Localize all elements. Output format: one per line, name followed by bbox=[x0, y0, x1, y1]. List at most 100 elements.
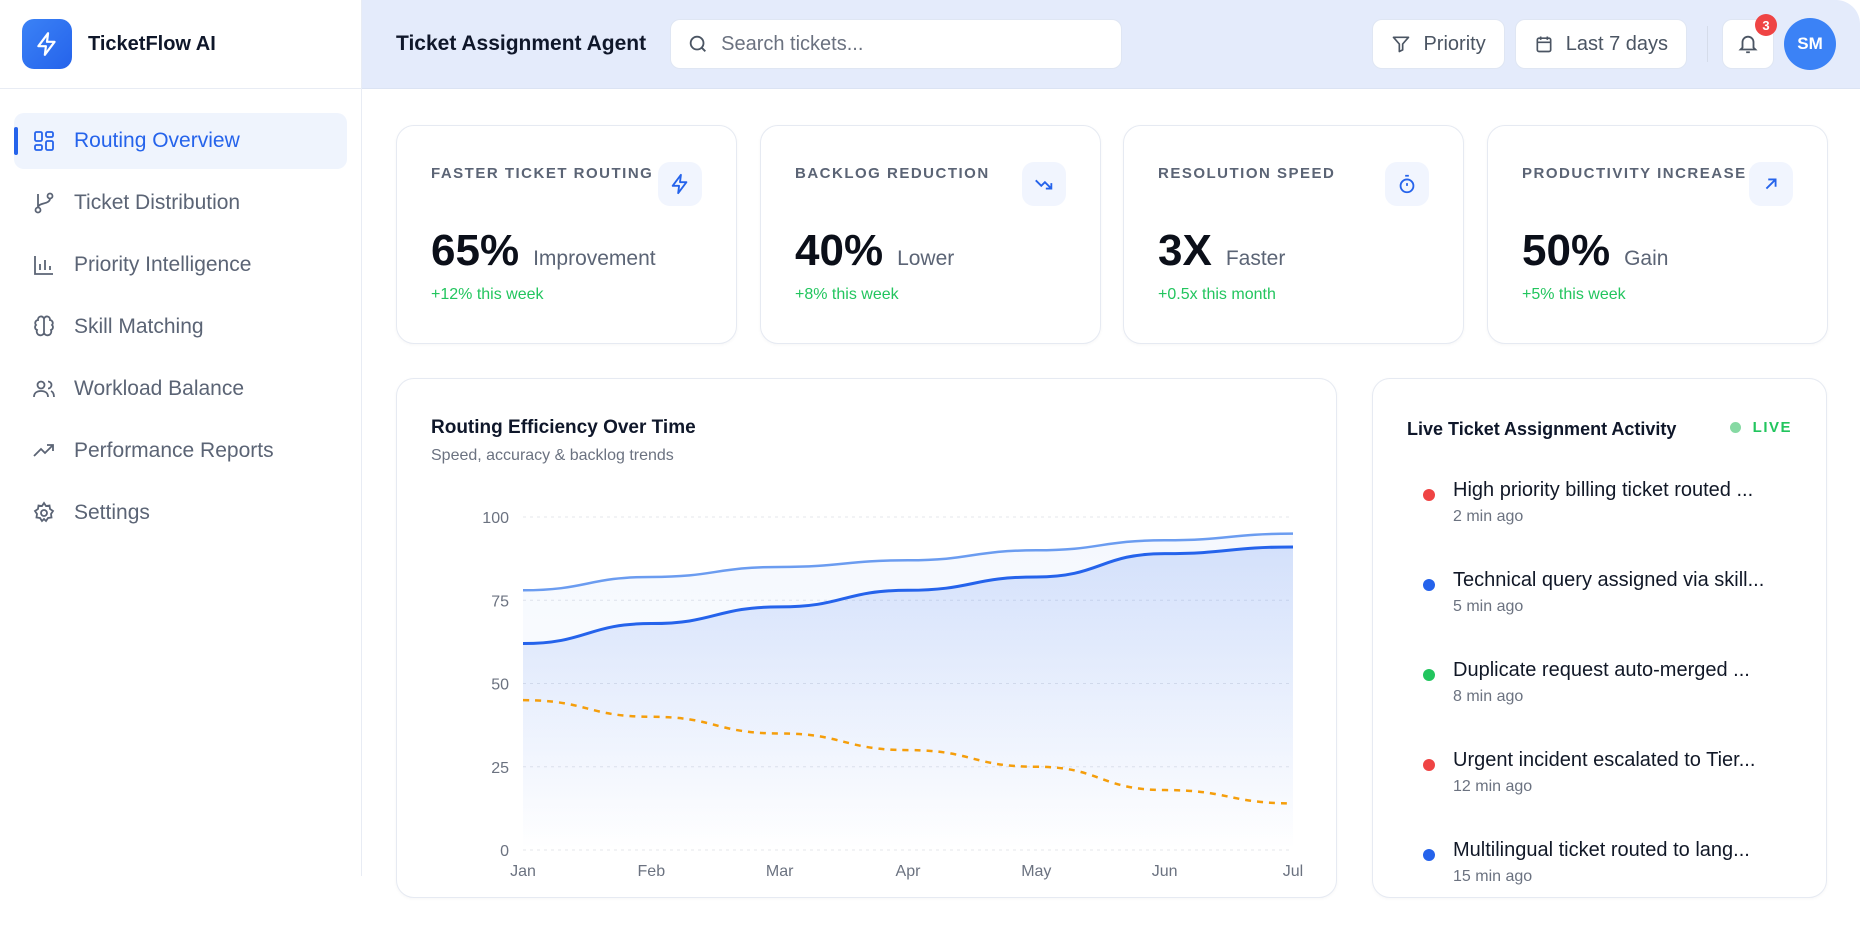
users-icon bbox=[33, 380, 55, 398]
stopwatch-icon bbox=[1385, 162, 1429, 206]
routing-efficiency-chart-card: 0 25 50 75 100 Jan Feb Mar Apr May Jun Jul Routing … bbox=[396, 378, 1337, 898]
kpi-card-resolution-speed: RESOLUTION SPEED 3X Faster +0.5x this mon… bbox=[1123, 125, 1464, 344]
x-tick-label: Jan bbox=[510, 863, 536, 880]
grid-icon bbox=[34, 131, 54, 151]
sidebar-item-routing-overview[interactable]: Routing Overview bbox=[14, 113, 347, 169]
kpi-delta: +8% this week bbox=[795, 286, 899, 303]
sidebar-item-label: Performance Reports bbox=[74, 439, 274, 462]
kpi-delta: +12% this week bbox=[431, 286, 544, 303]
activity-time: 2 min ago bbox=[1453, 508, 1524, 525]
activity-text: Duplicate request auto-merged ... bbox=[1453, 659, 1750, 681]
activity-time: 5 min ago bbox=[1453, 598, 1524, 615]
live-dot-icon bbox=[1729, 422, 1741, 433]
bar-chart-icon bbox=[34, 256, 53, 275]
live-label: LIVE bbox=[1752, 419, 1792, 436]
x-tick-label: Jun bbox=[1152, 863, 1178, 880]
sidebar-item-label: Workload Balance bbox=[74, 377, 245, 400]
page-title: Ticket Assignment Agent bbox=[396, 32, 647, 55]
status-dot-icon bbox=[1423, 759, 1435, 771]
search-input[interactable] bbox=[721, 32, 1102, 56]
activity-title: Live Ticket Assignment Activity bbox=[1407, 419, 1677, 439]
arrow-up-right-icon bbox=[1749, 162, 1793, 206]
x-tick-label: May bbox=[1021, 863, 1051, 880]
sidebar-nav: Routing Overview Ticket Distribution Pri… bbox=[0, 89, 361, 571]
sidebar: TicketFlow AI Routing Overview Ticket Di… bbox=[0, 0, 362, 876]
kpi-delta: +5% this week bbox=[1522, 286, 1626, 303]
y-tick-label: 25 bbox=[491, 760, 509, 777]
logo-lightning-icon bbox=[22, 19, 72, 69]
activity-item[interactable]: Duplicate request auto-merged ... 8 min a… bbox=[1423, 659, 1783, 749]
trending-up-icon bbox=[33, 444, 54, 457]
avatar[interactable]: SM bbox=[1784, 18, 1836, 70]
brand: TicketFlow AI bbox=[0, 0, 361, 89]
y-tick-label: 0 bbox=[500, 843, 509, 860]
filter-icon bbox=[1393, 36, 1410, 53]
kpi-card-backlog-reduction: BACKLOG REDUCTION 40% Lower +8% this week bbox=[760, 125, 1101, 344]
divider bbox=[1707, 26, 1708, 62]
git-branch-icon bbox=[34, 192, 54, 214]
activity-text: Urgent incident escalated to Tier... bbox=[1453, 749, 1756, 771]
x-tick-label: Feb bbox=[638, 863, 666, 880]
kpi-label: BACKLOG REDUCTION bbox=[795, 165, 990, 182]
kpi-value: 50% bbox=[1522, 226, 1611, 275]
calendar-icon bbox=[1536, 36, 1552, 53]
activity-time: 8 min ago bbox=[1453, 688, 1524, 705]
priority-filter-label: Priority bbox=[1423, 32, 1486, 55]
brain-icon bbox=[34, 315, 54, 337]
kpi-card-faster-routing: FASTER TICKET ROUTING 65% Improvement +12… bbox=[396, 125, 737, 344]
notifications-button[interactable]: 3 bbox=[1722, 14, 1777, 69]
search-box[interactable] bbox=[670, 19, 1123, 69]
kpi-delta: +0.5x this month bbox=[1158, 286, 1276, 303]
sidebar-item-settings[interactable]: Settings bbox=[14, 485, 347, 541]
sidebar-item-label: Ticket Distribution bbox=[74, 191, 241, 214]
trending-down-icon bbox=[1022, 162, 1066, 206]
kpi-value: 40% bbox=[795, 226, 884, 275]
kpi-card-productivity-increase: PRODUCTIVITY INCREASE 50% Gain +5% this w… bbox=[1487, 125, 1828, 344]
activity-item[interactable]: Multilingual ticket routed to lang... 15 … bbox=[1423, 839, 1783, 929]
status-dot-icon bbox=[1423, 849, 1435, 861]
kpi-label: RESOLUTION SPEED bbox=[1158, 165, 1336, 182]
sidebar-item-ticket-distribution[interactable]: Ticket Distribution bbox=[14, 175, 347, 231]
status-dot-icon bbox=[1423, 579, 1435, 591]
date-range-button[interactable]: Last 7 days bbox=[1514, 19, 1687, 69]
activity-item[interactable]: Technical query assigned via skill... 5 m… bbox=[1423, 569, 1783, 659]
activity-item[interactable]: Urgent incident escalated to Tier... 12 m… bbox=[1423, 749, 1783, 839]
kpi-unit: Improvement bbox=[533, 247, 656, 270]
kpi-unit: Faster bbox=[1225, 247, 1286, 270]
gear-icon bbox=[33, 501, 55, 523]
kpi-label: FASTER TICKET ROUTING bbox=[431, 165, 654, 182]
x-tick-label: Jul bbox=[1283, 863, 1303, 880]
sidebar-item-workload-balance[interactable]: Workload Balance bbox=[14, 361, 347, 417]
sidebar-item-label: Routing Overview bbox=[74, 129, 240, 152]
chart-title: Routing Efficiency Over Time bbox=[431, 417, 696, 438]
line-chart: 0 25 50 75 100 Jan Feb Mar Apr May Jun Jul bbox=[482, 510, 1303, 880]
kpi-value: 3X bbox=[1158, 226, 1212, 275]
bell-icon bbox=[1738, 35, 1758, 54]
search-icon bbox=[689, 35, 707, 52]
y-tick-label: 75 bbox=[491, 593, 509, 610]
status-dot-icon bbox=[1423, 669, 1435, 681]
priority-filter-button[interactable]: Priority bbox=[1372, 19, 1505, 69]
activity-item[interactable]: High priority billing ticket routed ... 2… bbox=[1423, 479, 1783, 569]
kpi-value: 65% bbox=[431, 226, 520, 275]
series-line-0 bbox=[522, 532, 1294, 592]
top-header: Ticket Assignment Agent Priority Last 7 … bbox=[362, 0, 1860, 89]
x-tick-label: Apr bbox=[896, 863, 922, 880]
activity-list: High priority billing ticket routed ... 2… bbox=[1423, 479, 1783, 929]
live-activity-card: Live Ticket Assignment Activity LIVE Hig… bbox=[1372, 378, 1827, 898]
activity-text: Technical query assigned via skill... bbox=[1453, 569, 1765, 591]
activity-time: 15 min ago bbox=[1453, 868, 1533, 885]
kpi-label: PRODUCTIVITY INCREASE bbox=[1522, 165, 1747, 182]
kpi-unit: Lower bbox=[897, 247, 955, 270]
sidebar-item-label: Priority Intelligence bbox=[74, 253, 252, 276]
kpi-unit: Gain bbox=[1624, 247, 1669, 270]
sidebar-item-performance-reports[interactable]: Performance Reports bbox=[14, 423, 347, 479]
sidebar-item-skill-matching[interactable]: Skill Matching bbox=[14, 299, 347, 355]
notification-badge: 3 bbox=[1755, 14, 1777, 36]
sidebar-item-priority-intelligence[interactable]: Priority Intelligence bbox=[14, 237, 347, 293]
chart-subtitle: Speed, accuracy & backlog trends bbox=[431, 447, 674, 464]
sidebar-item-label: Skill Matching bbox=[74, 315, 204, 338]
series-area-1 bbox=[523, 546, 1293, 850]
x-tick-label: Mar bbox=[766, 863, 794, 880]
status-dot-icon bbox=[1423, 489, 1435, 501]
